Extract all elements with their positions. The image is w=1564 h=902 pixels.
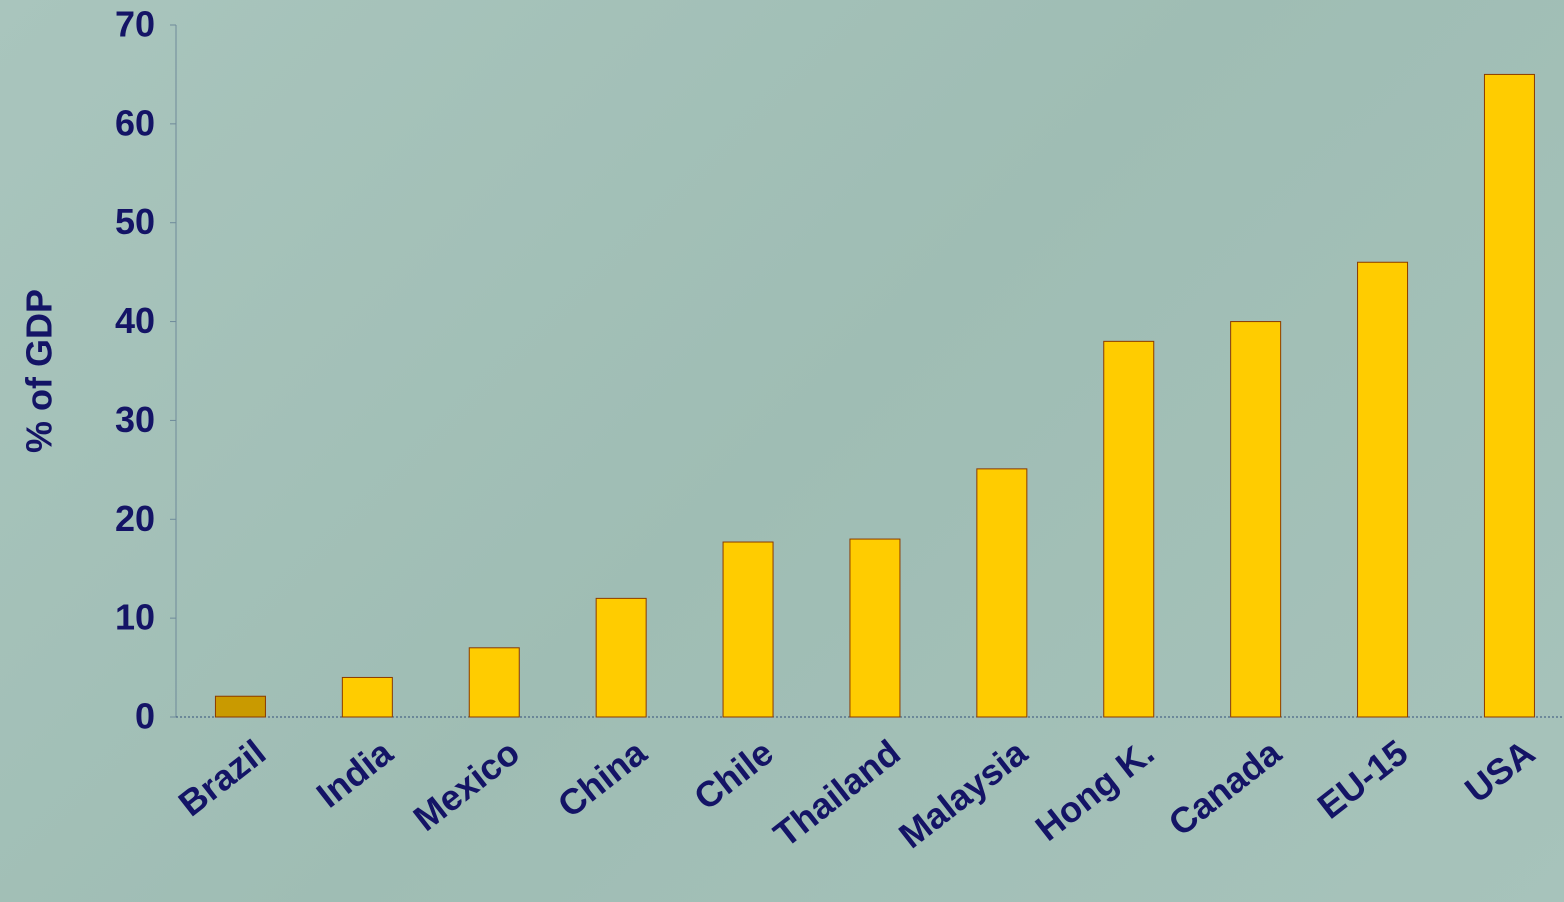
y-tick-label: 30 [115, 399, 155, 440]
x-tick-label: EU-15 [1310, 731, 1416, 826]
bar [976, 468, 1028, 718]
y-tick-label: 70 [115, 4, 155, 45]
x-tick-label: China [550, 731, 655, 825]
x-tick-label: Mexico [406, 731, 527, 838]
x-tick-label: India [309, 731, 401, 816]
bar [1483, 73, 1535, 718]
x-tick-label: Chile [686, 731, 781, 817]
bar [849, 538, 901, 718]
y-tick-label: 40 [115, 300, 155, 341]
x-tick-label: Canada [1161, 731, 1289, 844]
bar [1103, 340, 1155, 718]
bar [1357, 261, 1409, 718]
x-tick-label: Malaysia [891, 731, 1035, 856]
bar [722, 541, 774, 718]
y-tick-label: 10 [115, 597, 155, 638]
x-tick-label: USA [1457, 731, 1542, 810]
x-tick-label: Hong K. [1028, 731, 1162, 848]
bar [595, 597, 647, 718]
bar [341, 676, 393, 718]
bar [1230, 321, 1282, 718]
bar [468, 647, 520, 718]
y-axis-label: % of GDP [19, 289, 60, 453]
y-tick-label: 0 [135, 696, 155, 737]
y-tick-label: 60 [115, 102, 155, 143]
x-tick-label: Brazil [171, 731, 274, 824]
y-tick-label: 50 [115, 201, 155, 242]
bar [214, 695, 266, 718]
x-tick-label: Thailand [766, 731, 908, 854]
y-tick-label: 20 [115, 498, 155, 539]
